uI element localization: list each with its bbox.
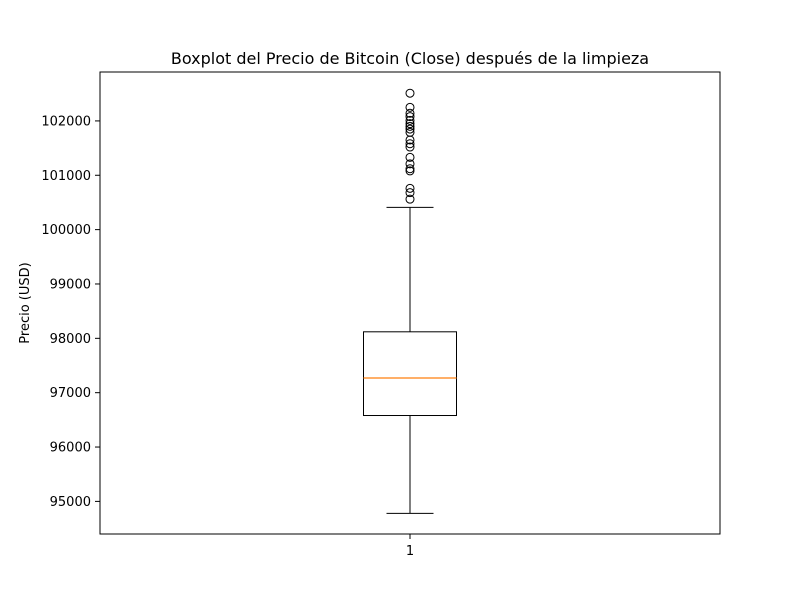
x-tick-label: 1 xyxy=(406,544,414,559)
outlier-point xyxy=(405,119,415,129)
plot-area: 95000 96000 97000 98000 99000 100000 101000 102… xyxy=(41,71,721,559)
chart-title: Boxplot del Precio de Bitcoin (Close) de… xyxy=(171,49,649,68)
outlier-point xyxy=(405,121,415,131)
outlier-point xyxy=(405,166,415,176)
outlier-point xyxy=(405,164,415,174)
outlier-point xyxy=(405,142,415,152)
y-tick-label: 99000 xyxy=(50,277,91,292)
y-tick-label: 98000 xyxy=(50,332,91,347)
y-tick-label: 102000 xyxy=(41,114,91,129)
outlier-point xyxy=(405,88,415,98)
outlier-point xyxy=(405,152,415,162)
y-tick-label: 96000 xyxy=(50,441,91,456)
outlier-point xyxy=(405,188,415,198)
outlier-point xyxy=(405,115,415,125)
outlier-point xyxy=(405,183,415,193)
outlier-point xyxy=(405,102,415,112)
outlier-point xyxy=(405,194,415,204)
outlier-point xyxy=(405,108,415,118)
outlier-point xyxy=(405,159,415,169)
y-tick-label: 101000 xyxy=(41,169,91,184)
outlier-point xyxy=(405,127,415,137)
outlier-point xyxy=(405,112,415,122)
y-axis-label: Precio (USD) xyxy=(18,262,33,343)
outlier-point xyxy=(405,124,415,134)
iqr-box xyxy=(363,331,457,417)
y-tick-label: 95000 xyxy=(50,495,91,510)
y-tick-label: 97000 xyxy=(50,386,91,401)
y-tick-label: 100000 xyxy=(41,223,91,238)
outlier-point xyxy=(405,139,415,149)
